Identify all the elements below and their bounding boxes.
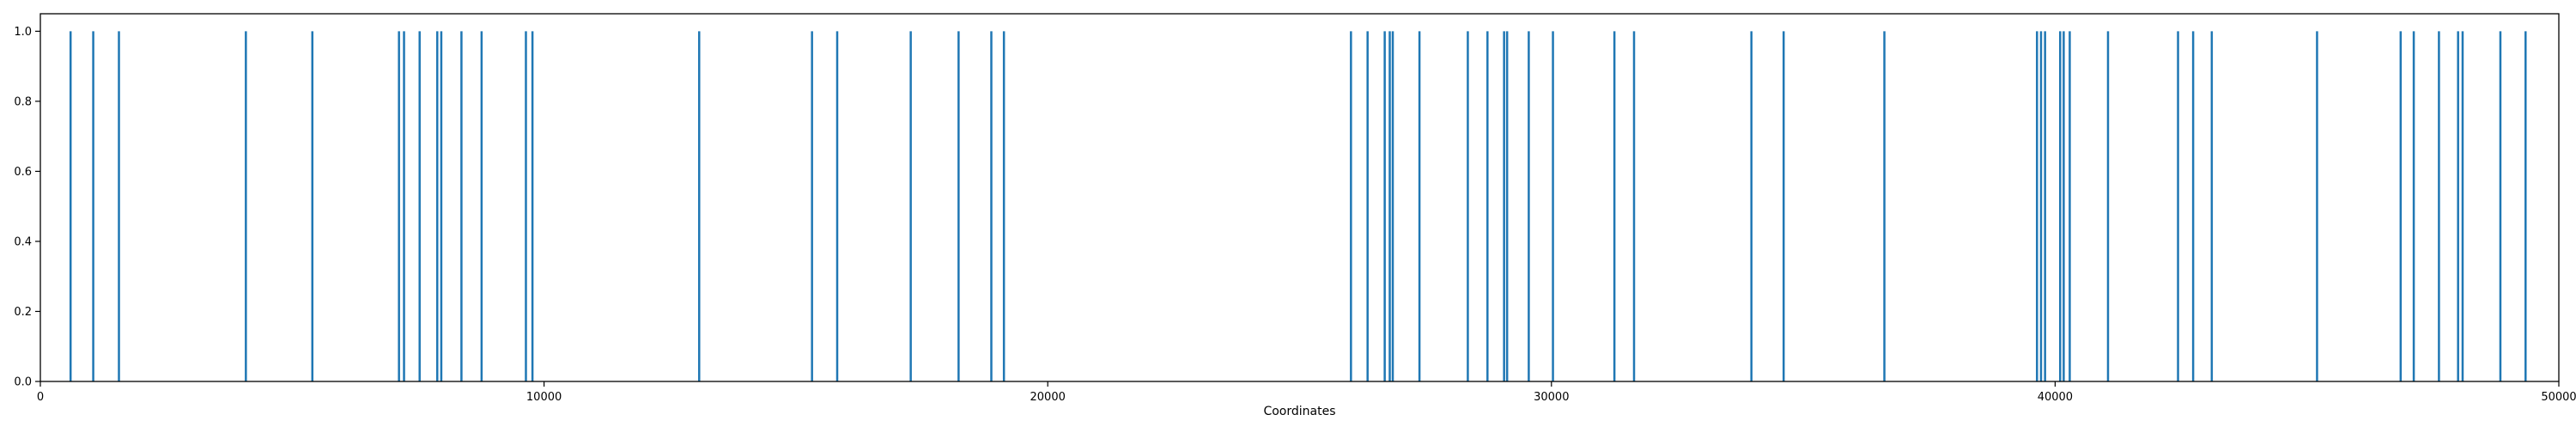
bar [118,31,120,381]
bars-group [69,31,2527,381]
y-tick-label: 0.4 [14,235,32,248]
x-tick-label: 20000 [1030,391,1066,404]
bar [1002,31,1005,381]
bar [403,31,405,381]
bar [2036,31,2038,381]
bar [2177,31,2179,381]
bar [311,31,314,381]
axes-frame [39,13,2560,382]
bar [2438,31,2440,381]
bar [1883,31,1886,381]
x-ticks-group: 0 10000 20000 30000 40000 50000 [37,381,2576,404]
bar [440,31,443,381]
bar [2106,31,2110,381]
bar [525,31,527,381]
bar [2059,31,2062,381]
bar [2524,31,2527,381]
bar [1552,31,1554,381]
bar [1503,31,1505,381]
bar [1350,31,1352,381]
bar [460,31,463,381]
bar [2412,31,2415,381]
bar [835,31,839,381]
bar [1750,31,1753,381]
bar [2499,31,2502,381]
bar [990,31,993,381]
bar [92,31,94,381]
bar [909,31,912,381]
bar [245,31,247,381]
bar [1383,31,1386,381]
bar [2039,31,2043,381]
bar [2316,31,2318,381]
bar [1632,31,1636,381]
bar [1467,31,1469,381]
bar [2063,31,2065,381]
bar [1366,31,1369,381]
bar [1486,31,1489,381]
bar [2069,31,2071,381]
y-ticks-group: 0.0 0.2 0.4 0.6 0.8 1.0 [14,26,40,389]
bar [698,31,701,381]
x-axis-label: Coordinates [1263,405,1335,418]
y-tick-label: 1.0 [14,26,32,39]
bar [2044,31,2046,381]
bar [811,31,813,381]
bar [1418,31,1421,381]
bar [1388,31,1391,381]
x-tick-label: 0 [37,391,44,404]
bar [2461,31,2464,381]
bar [2457,31,2459,381]
y-tick-label: 0.0 [14,376,32,389]
bar [2191,31,2195,381]
bar [69,31,72,381]
bar [1505,31,1509,381]
x-tick-label: 30000 [1534,391,1569,404]
bar [2210,31,2214,381]
y-tick-label: 0.8 [14,95,32,108]
bar [1391,31,1394,381]
y-tick-label: 0.2 [14,306,32,319]
bar [435,31,439,381]
bar [480,31,483,381]
x-tick-label: 50000 [2541,391,2576,404]
bar [531,31,534,381]
bar [2399,31,2403,381]
bar [1613,31,1616,381]
bar [418,31,421,381]
bar [1528,31,1530,381]
bar [1782,31,1785,381]
bar [398,31,400,381]
x-tick-label: 10000 [526,391,562,404]
bar [957,31,960,381]
y-tick-label: 0.6 [14,166,32,179]
x-tick-label: 40000 [2038,391,2073,404]
